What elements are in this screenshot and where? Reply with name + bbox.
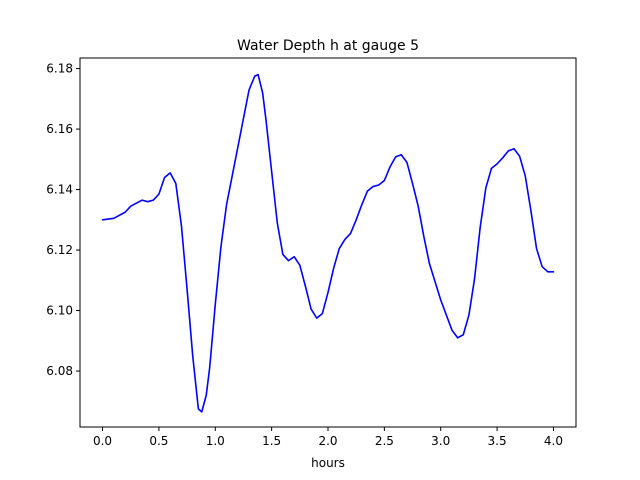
chart-title: Water Depth h at gauge 5 — [237, 38, 419, 54]
x-tick-label: 2.0 — [318, 434, 337, 448]
series-line — [101, 73, 555, 413]
y-axis-ticks: 6.08 6.10 6.12 6.14 6.16 6.18 — [46, 62, 80, 378]
x-tick-label: 0.0 — [93, 434, 112, 448]
x-axis-label: hours — [311, 456, 345, 470]
y-tick-label: 6.14 — [46, 183, 73, 197]
y-tick-label: 6.10 — [46, 304, 73, 318]
x-tick-label: 4.0 — [544, 434, 563, 448]
x-axis-ticks: 0.0 0.5 1.0 1.5 2.0 2.5 3.0 3.5 4.0 — [93, 427, 563, 448]
y-tick-label: 6.12 — [46, 243, 73, 257]
y-tick-label: 6.08 — [46, 364, 73, 378]
x-tick-label: 2.5 — [375, 434, 394, 448]
x-tick-label: 3.5 — [488, 434, 507, 448]
y-tick-label: 6.18 — [46, 62, 73, 76]
x-tick-label: 1.5 — [262, 434, 281, 448]
x-tick-label: 0.5 — [149, 434, 168, 448]
x-tick-label: 1.0 — [206, 434, 225, 448]
y-tick-label: 6.16 — [46, 122, 73, 136]
x-tick-label: 3.0 — [431, 434, 450, 448]
